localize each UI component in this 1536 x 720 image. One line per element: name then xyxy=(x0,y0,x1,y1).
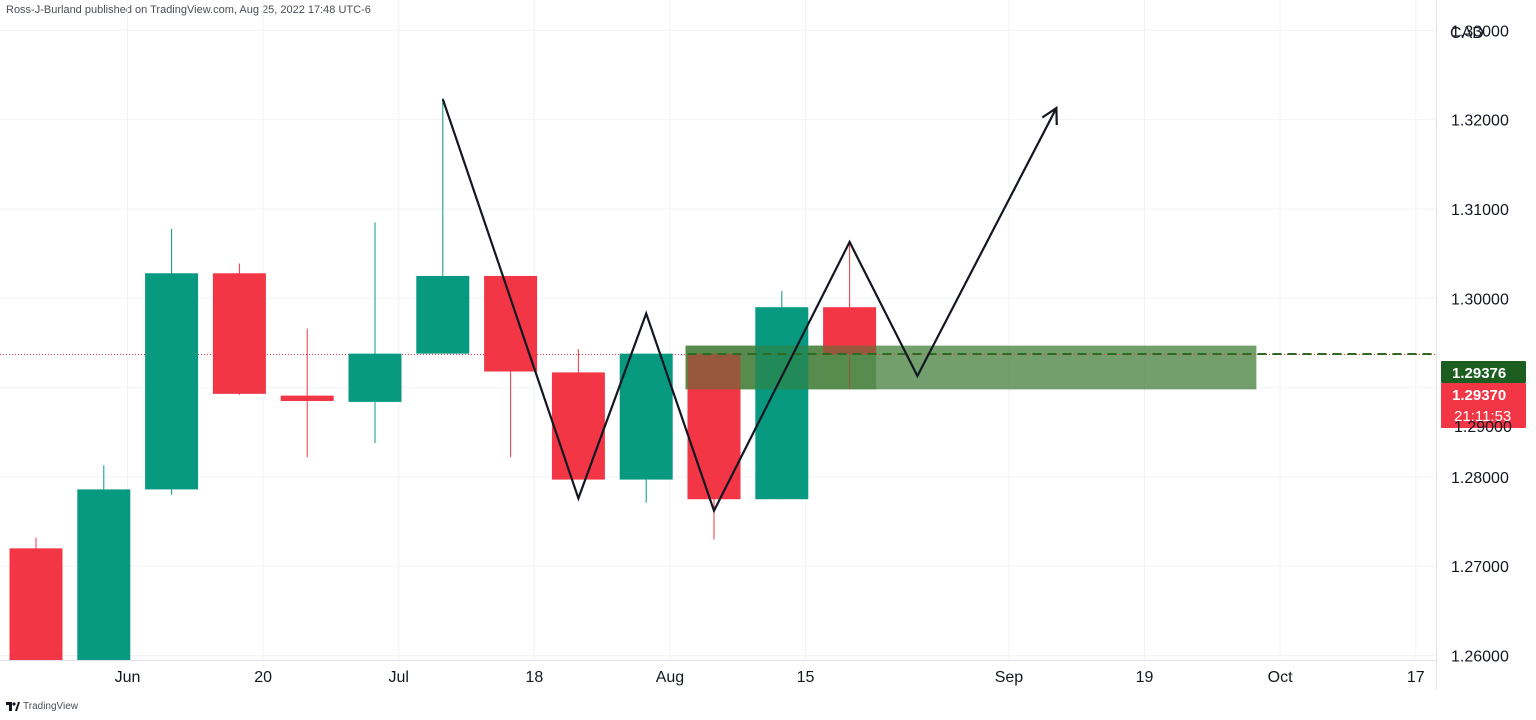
time-tick-label: 20 xyxy=(254,669,272,686)
candle-body xyxy=(212,273,266,394)
overlay-layer xyxy=(441,98,1436,514)
candle-up xyxy=(416,98,470,354)
candle-body xyxy=(77,489,131,660)
candle-body xyxy=(145,273,199,490)
candle-body xyxy=(619,353,673,480)
price-tick-label: 1.33000 xyxy=(1451,23,1509,40)
price-tick-label: 1.31000 xyxy=(1451,202,1509,219)
candle-body xyxy=(755,307,809,500)
candle-down xyxy=(212,263,266,395)
candle-body xyxy=(348,353,402,402)
candle-body xyxy=(551,372,605,480)
publisher-info: Ross-J-Burland published on TradingView.… xyxy=(6,4,371,16)
last-price-badge: 1.29376 xyxy=(1452,365,1506,382)
last-price-badge-bg xyxy=(1441,361,1526,383)
price-tick-label: 1.30000 xyxy=(1451,291,1509,308)
price-tick-label: 1.32000 xyxy=(1451,113,1509,130)
candle-up xyxy=(77,465,131,660)
candle-body xyxy=(280,395,334,401)
pattern-arrow-head xyxy=(1041,105,1058,126)
candle-body xyxy=(416,275,470,354)
candle-down xyxy=(280,328,334,458)
time-tick-label: Oct xyxy=(1268,669,1293,686)
price-tick-label: 1.28000 xyxy=(1451,470,1509,487)
candle-up xyxy=(755,291,809,500)
candle-down xyxy=(551,349,605,480)
time-tick-label: Sep xyxy=(995,669,1024,686)
candle-down xyxy=(9,537,63,660)
time-tick-label: 18 xyxy=(525,669,543,686)
support-zone-overlay xyxy=(685,345,877,390)
currency-label: CAD xyxy=(1450,25,1484,42)
price-tick-partial: 1.29000 xyxy=(1454,419,1512,436)
price-badges: 1.29376 1.29000 1.29370 21:11:53 xyxy=(1441,361,1526,436)
price-tick-label: 1.26000 xyxy=(1451,649,1509,666)
close-price-badge: 1.29370 xyxy=(1452,387,1506,404)
tradingview-brand[interactable]: TradingView xyxy=(6,701,78,712)
time-tick-label: Jun xyxy=(115,669,141,686)
candle-up xyxy=(619,353,673,503)
bar-countdown: 21:11:53 xyxy=(1454,408,1511,425)
pattern-path-line xyxy=(441,98,1058,514)
price-tick-label: 1.27000 xyxy=(1451,559,1509,576)
candle-up xyxy=(145,228,199,495)
time-tick-label: Aug xyxy=(656,669,684,686)
price-axis[interactable]: CAD 1.33000 1.32000 1.31000 1.30000 1.29000 1… xyxy=(1450,23,1509,665)
time-tick-label: 19 xyxy=(1136,669,1154,686)
candle-body xyxy=(484,275,538,372)
tradingview-logo-icon xyxy=(6,702,20,711)
brand-label: TradingView xyxy=(23,701,79,712)
candle-down xyxy=(484,275,538,458)
time-tick-label: Jul xyxy=(389,669,409,686)
candle-up xyxy=(348,222,402,443)
time-tick-label: 15 xyxy=(797,669,815,686)
candle-body xyxy=(9,548,63,660)
candle-layer xyxy=(9,98,877,660)
close-price-badge-bg xyxy=(1441,383,1526,428)
time-tick-label: 17 xyxy=(1407,669,1425,686)
time-axis[interactable]: Jun 20 Jul 18 Aug 15 Sep 19 Oct 17 xyxy=(115,669,1425,686)
